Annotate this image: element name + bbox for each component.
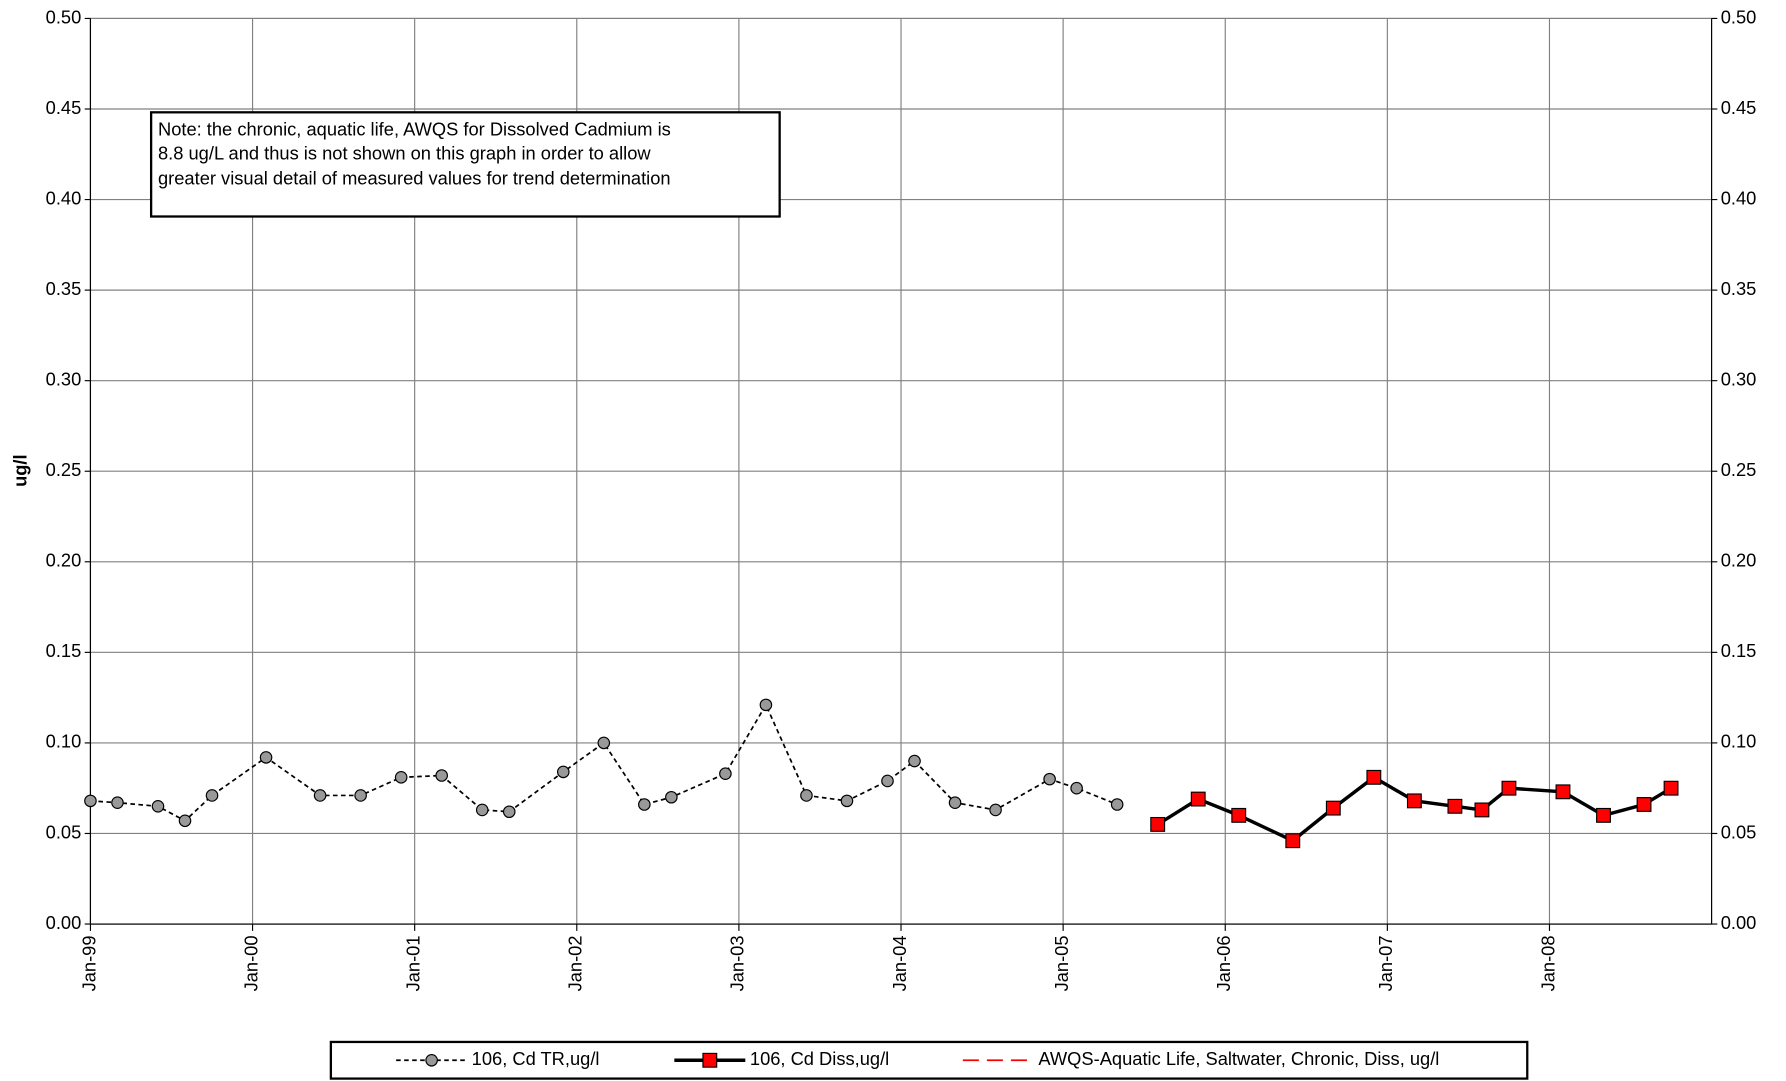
point (1150, 816, 1166, 832)
point (1110, 798, 1124, 811)
x-tick-label: Jan-04 (889, 935, 910, 991)
point (1636, 797, 1652, 812)
axes: 0.00 0.00 0.05 0.05 0.10 0.10 0.15 0.15 0.20 0.20… (46, 6, 1757, 991)
point (151, 800, 165, 813)
note-line: Note: the chronic, aquatic life, AWQS fo… (158, 118, 671, 139)
point (1285, 833, 1301, 849)
legend-label: 106, Cd TR,ug/l (472, 1048, 600, 1069)
y-tick-label: 0.45 (46, 97, 82, 118)
y2-tick-label: 0.10 (1721, 731, 1757, 752)
y2-tick-label: 0.40 (1721, 187, 1757, 208)
point (1043, 772, 1056, 786)
point (259, 751, 273, 764)
note-line: greater visual detail of measured values… (158, 168, 671, 189)
point (1325, 800, 1341, 816)
x-tick-label: Jan-99 (78, 935, 99, 991)
point (597, 736, 611, 750)
point (111, 796, 124, 809)
point (1596, 807, 1611, 823)
point (354, 789, 367, 802)
x-tick-label: Jan-07 (1375, 935, 1396, 991)
y2-tick-label: 0.05 (1721, 821, 1757, 842)
y-tick-label: 0.50 (46, 6, 82, 27)
y-tick-label: 0.20 (46, 550, 82, 571)
y-tick-label: 0.15 (46, 640, 82, 661)
point (313, 789, 327, 802)
point (435, 769, 448, 782)
x-tick-label: Jan-06 (1213, 935, 1234, 991)
legend: 106, Cd TR,ug/l 106, Cd Diss,ug/l AWQS-Aqu… (396, 1048, 1439, 1069)
point (475, 803, 489, 817)
x-tick-label: Jan-08 (1537, 935, 1558, 991)
note-line: 8.8 ug/L and thus is not shown on this g… (158, 143, 651, 164)
point (1474, 802, 1490, 818)
y2-tick-label: 0.45 (1721, 97, 1757, 118)
point (1501, 780, 1517, 796)
marks (84, 698, 1679, 849)
point (800, 789, 813, 802)
y-tick-label: 0.25 (46, 459, 82, 480)
y2-tick-label: 0.00 (1721, 912, 1757, 933)
point (1190, 791, 1206, 807)
y-tick-label: 0.40 (46, 187, 82, 208)
point (394, 771, 408, 784)
point (759, 698, 773, 712)
point (1406, 793, 1422, 809)
y2-tick-label: 0.35 (1721, 278, 1757, 299)
point (1663, 780, 1679, 796)
legend-box (329, 1040, 1529, 1080)
y2-tick-label: 0.25 (1721, 459, 1757, 480)
y2-tick-label: 0.50 (1721, 6, 1757, 27)
point (989, 803, 1002, 817)
y-tick-label: 0.35 (46, 278, 82, 299)
point (948, 796, 962, 809)
y2-tick-label: 0.20 (1721, 550, 1757, 571)
point (556, 765, 570, 779)
y-tick-label: 0.10 (46, 731, 82, 752)
point (1555, 784, 1571, 800)
x-tick-label: Jan-01 (403, 935, 424, 991)
point (1070, 781, 1083, 795)
y2-tick-label: 0.15 (1721, 640, 1757, 661)
point (1231, 807, 1247, 823)
point (502, 805, 516, 819)
point (881, 774, 894, 788)
y-axis-label: ug/l (10, 454, 31, 487)
point (840, 794, 854, 808)
y2-tick-label: 0.30 (1721, 369, 1757, 390)
note-box (149, 111, 781, 218)
y-tick-label: 0.05 (46, 821, 82, 842)
point (1366, 769, 1382, 785)
legend-label: 106, Cd Diss,ug/l (750, 1048, 889, 1069)
point (425, 1053, 438, 1067)
point (908, 754, 921, 768)
point (178, 814, 192, 828)
point (1447, 798, 1463, 814)
x-tick-label: Jan-02 (565, 935, 586, 991)
legend-label: AWQS-Aquatic Life, Saltwater, Chronic, D… (1038, 1048, 1439, 1069)
point (702, 1052, 718, 1068)
x-tick-label: Jan-05 (1051, 935, 1072, 991)
y-tick-label: 0.30 (46, 369, 82, 390)
x-tick-label: Jan-00 (240, 935, 261, 991)
point (719, 767, 732, 781)
y-tick-label: 0.00 (46, 912, 82, 933)
point (665, 790, 678, 804)
point (205, 789, 219, 802)
point (84, 794, 97, 808)
point (638, 798, 651, 811)
x-tick-label: Jan-03 (727, 935, 748, 991)
